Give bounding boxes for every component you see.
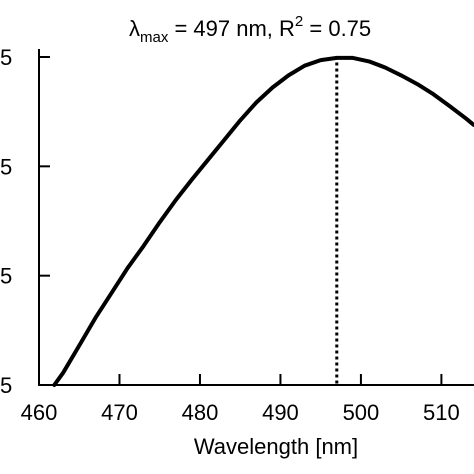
y-tick-label: 5: [0, 264, 12, 289]
title-r-sup: 2: [295, 13, 303, 30]
title-end: = 0.75: [303, 16, 371, 41]
title-lambda: λ: [129, 16, 140, 41]
y-tick-label: 5: [0, 45, 12, 70]
x-tick-label: 500: [343, 400, 380, 425]
x-tick-label: 470: [101, 400, 138, 425]
x-axis-title: Wavelength [nm]: [194, 434, 358, 459]
y-tick-label: 5: [0, 373, 12, 398]
x-tick-label: 460: [21, 400, 58, 425]
title-lambda-sub: max: [140, 29, 169, 46]
x-tick-label: 490: [262, 400, 299, 425]
x-tick-label: 480: [182, 400, 219, 425]
x-tick-label: 510: [423, 400, 460, 425]
chart-title: λmax = 497 nm, R2 = 0.75: [129, 13, 371, 46]
ticks-layer: 460 470 480 490 500 510 5 5 5 5: [0, 45, 460, 425]
y-tick-label: 5: [0, 154, 12, 179]
series-line: [52, 55, 474, 387]
title-middle: = 497 nm, R: [168, 16, 295, 41]
series-layer: [52, 55, 474, 387]
